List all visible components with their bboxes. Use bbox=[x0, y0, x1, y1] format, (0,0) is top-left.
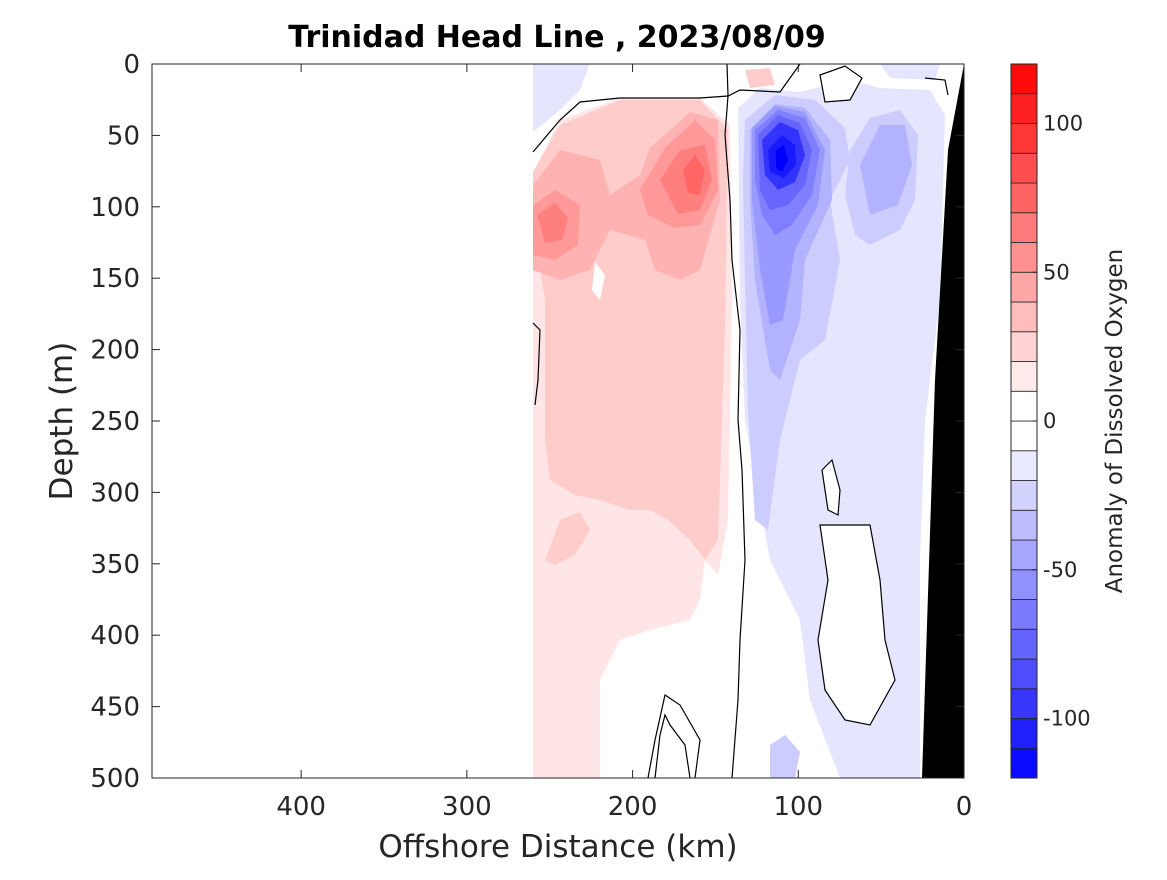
zero-contour-main bbox=[724, 64, 746, 778]
zero-contour-coast bbox=[924, 77, 949, 96]
colorbar-swatch bbox=[1010, 212, 1038, 243]
y-axis-label: Depth (m) bbox=[44, 342, 80, 501]
zero-contour-bottom-2 bbox=[654, 713, 691, 778]
zero-pocket-3 bbox=[592, 262, 605, 300]
zero-contour-offshore bbox=[532, 322, 541, 406]
y-tick-label: 450 bbox=[90, 693, 140, 723]
colorbar-tick-label: 100 bbox=[1043, 112, 1083, 136]
contour-pos-surface bbox=[745, 68, 775, 88]
colorbar-label: Anomaly of Dissolved Oxygen bbox=[1102, 249, 1128, 594]
colorbar-swatch bbox=[1010, 628, 1038, 660]
chart-title: Trinidad Head Line , 2023/08/09 bbox=[288, 20, 825, 55]
colorbar-swatch bbox=[1010, 390, 1038, 422]
colorbar-swatch bbox=[1010, 420, 1038, 452]
contour-neg-30b bbox=[860, 125, 912, 215]
y-tick-label: 0 bbox=[123, 50, 140, 80]
contour-neg-bottom bbox=[770, 735, 800, 778]
colorbar-swatch bbox=[1010, 331, 1038, 362]
colorbar-swatch bbox=[1010, 480, 1038, 511]
x-axis-label: Offshore Distance (km) bbox=[378, 829, 737, 865]
zero-contour-loop-2 bbox=[821, 458, 841, 516]
x-tick-label: 200 bbox=[608, 792, 658, 822]
contour-neg-10-top bbox=[533, 64, 590, 132]
colorbar-swatch bbox=[1010, 182, 1038, 214]
colorbar-swatch bbox=[1010, 152, 1038, 184]
zero-contour-top bbox=[532, 64, 801, 153]
zero-contour-bottom-1 bbox=[647, 694, 701, 778]
colorbar-tick-label: 50 bbox=[1043, 260, 1070, 284]
colorbar-swatch bbox=[1010, 509, 1038, 541]
colorbar-swatch bbox=[1010, 569, 1038, 600]
y-tick-label: 300 bbox=[90, 478, 140, 508]
colorbar-swatch bbox=[1010, 361, 1038, 392]
bathymetry bbox=[922, 64, 964, 778]
colorbar-swatch bbox=[1010, 658, 1038, 690]
colorbar-swatch bbox=[1010, 63, 1038, 95]
colorbar-swatch bbox=[1010, 688, 1038, 719]
colorbar-swatch bbox=[1010, 747, 1038, 779]
contour-pos-60 bbox=[683, 155, 705, 195]
y-tick-label: 150 bbox=[90, 264, 140, 294]
colorbar-swatch bbox=[1010, 718, 1038, 749]
colorbar-tick-label: -100 bbox=[1043, 707, 1091, 731]
zero-contour-loop-3 bbox=[819, 65, 863, 103]
colorbar-swatch bbox=[1010, 93, 1038, 124]
colorbar-swatch bbox=[1010, 450, 1038, 481]
colorbar-swatch bbox=[1010, 539, 1038, 571]
y-tick-label: 500 bbox=[90, 764, 140, 794]
colorbar-tick-label: -50 bbox=[1043, 558, 1077, 582]
x-tick-label: 0 bbox=[956, 792, 973, 822]
zero-contour-loop-1 bbox=[817, 524, 896, 726]
contour-field bbox=[532, 64, 964, 778]
colorbar-tick-label: 0 bbox=[1043, 409, 1056, 433]
contour-pos-50 bbox=[537, 203, 568, 243]
x-tick-label: 100 bbox=[773, 792, 823, 822]
contour-neg-surface bbox=[880, 64, 940, 80]
colorbar-swatch bbox=[1010, 242, 1038, 273]
y-tick-label: 250 bbox=[90, 407, 140, 437]
colorbar-swatch bbox=[1010, 301, 1038, 333]
y-tick-label: 100 bbox=[90, 193, 140, 223]
zero-pocket-4 bbox=[820, 66, 862, 102]
colorbar-swatch bbox=[1010, 271, 1038, 303]
y-tick-label: 50 bbox=[107, 121, 140, 151]
contour-neg-110 bbox=[776, 145, 788, 172]
colorbar-swatch bbox=[1010, 123, 1038, 154]
y-tick-label: 400 bbox=[90, 621, 140, 651]
x-tick-label: 300 bbox=[442, 792, 492, 822]
contour-pos-20b bbox=[545, 512, 590, 565]
colorbar: 100 50 0 -50 -100 bbox=[1010, 63, 1091, 779]
y-tick-label: 200 bbox=[90, 336, 140, 366]
y-tick-label: 350 bbox=[90, 550, 140, 580]
x-axis: 400 300 200 100 0 bbox=[276, 64, 972, 822]
y-axis: 0 50 100 150 200 250 300 350 400 450 500 bbox=[90, 50, 964, 794]
x-tick-label: 400 bbox=[276, 792, 326, 822]
colorbar-swatch bbox=[1010, 599, 1038, 630]
zero-pocket-1 bbox=[818, 525, 895, 725]
